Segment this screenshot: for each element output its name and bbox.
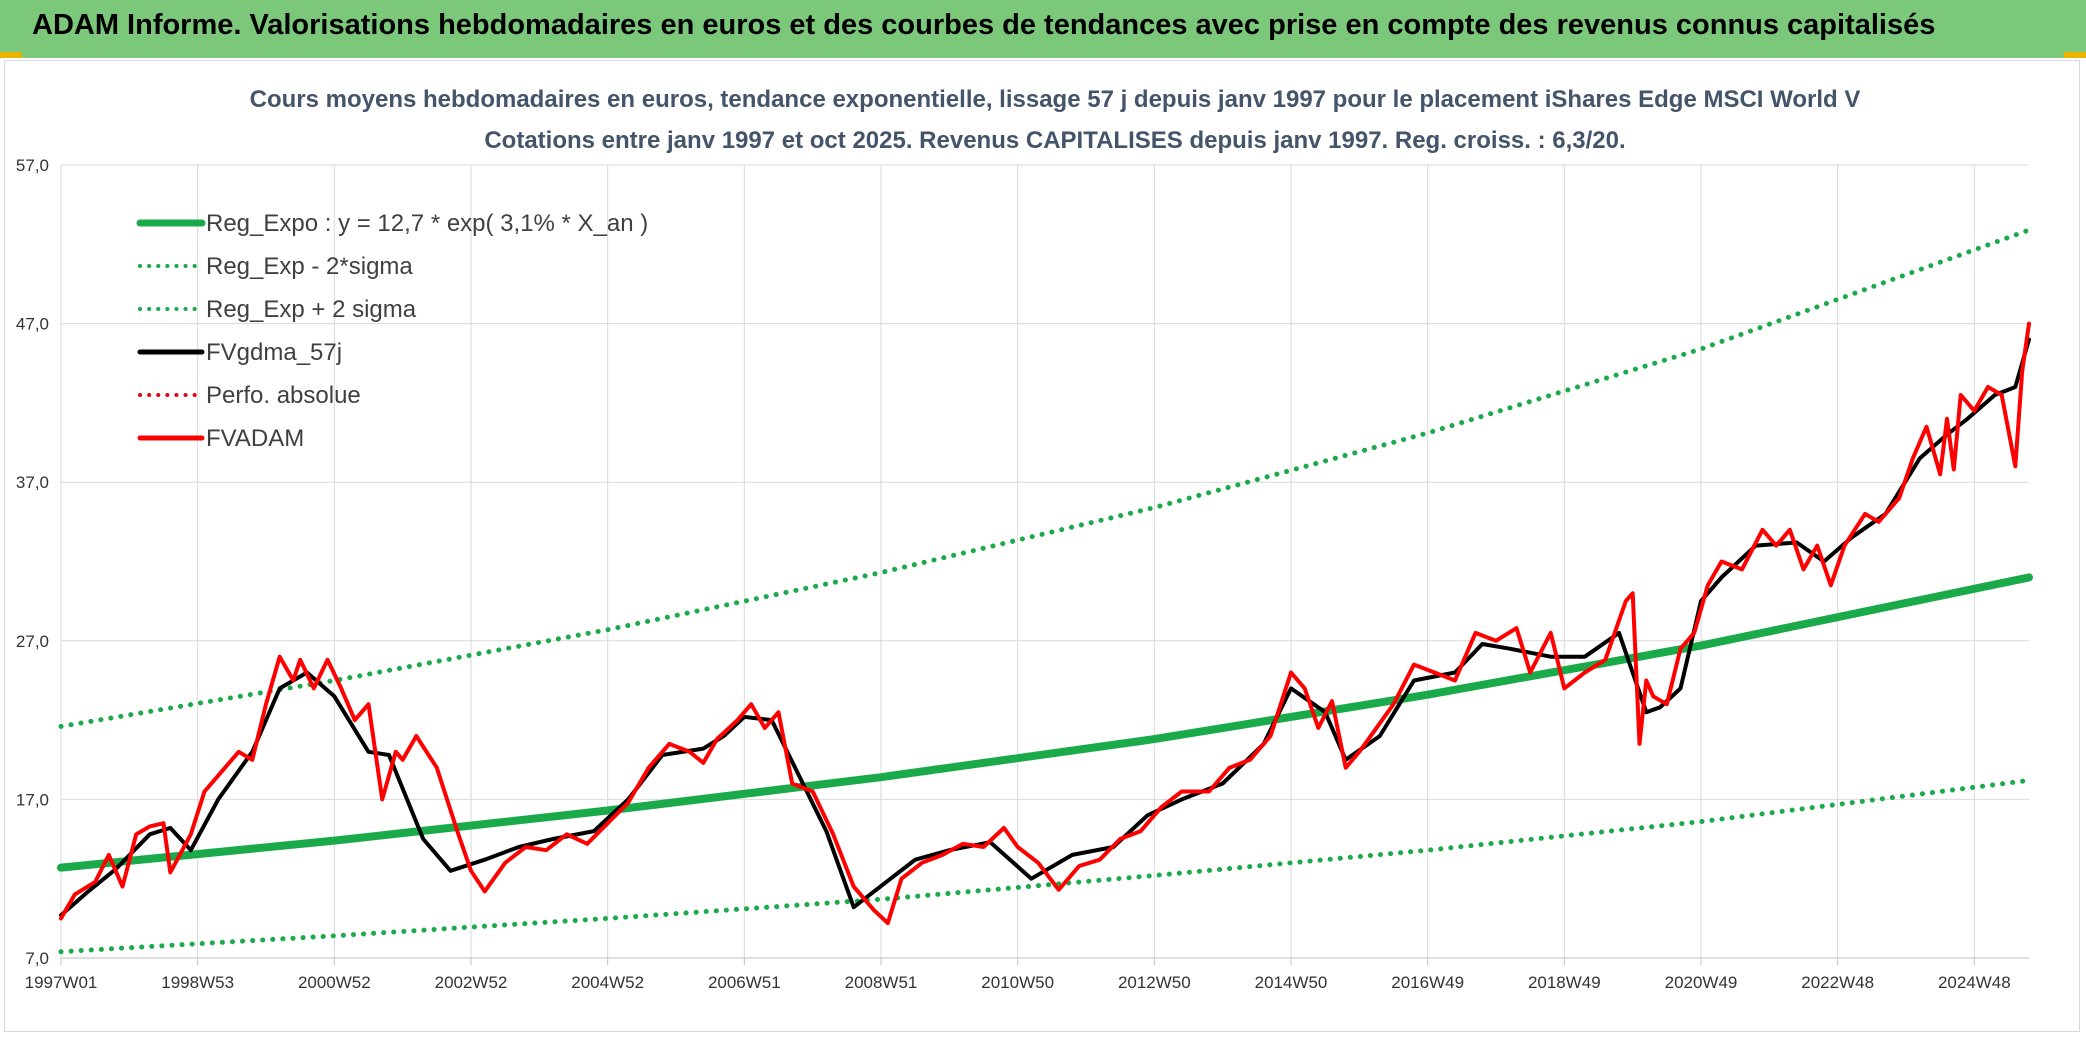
series-line-4	[59, 337, 2031, 918]
report-title: ADAM Informe. Valorisations hebdomadaire…	[32, 9, 1936, 41]
legend-label: FVgdma_57j	[206, 339, 342, 366]
x-tick-label: 2018W49	[1528, 973, 1601, 992]
y-tick-label: 57,0	[16, 156, 49, 175]
series-line-6	[59, 321, 2031, 926]
grid	[60, 164, 2029, 959]
line-chart: Cours moyens hebdomadaires en euros, ten…	[16, 86, 2033, 992]
x-axis: 1997W01 1998W53 2000W52 2002W52 2004W52 2006W…	[25, 957, 2029, 992]
chart-title: Cours moyens hebdomadaires en euros, ten…	[250, 86, 1861, 113]
legend-label: Reg_Expo : y = 12,7 * exp( 3,1% * X_an )	[206, 210, 648, 237]
legend: Reg_Expo : y = 12,7 * exp( 3,1% * X_an )…	[136, 210, 648, 452]
banner-corner-right	[2064, 52, 2086, 58]
y-tick-label: 17,0	[16, 790, 49, 809]
series-group	[57, 227, 2033, 955]
y-tick-label: 47,0	[16, 315, 49, 334]
y-axis: 7,0 17,0 27,0 37,0 47,0 57,0	[16, 156, 49, 968]
legend-label: Reg_Exp + 2 sigma	[206, 296, 417, 323]
legend-label: FVADAM	[206, 425, 304, 452]
report-banner: ADAM Informe. Valorisations hebdomadaire…	[0, 0, 2086, 58]
x-tick-label: 2008W51	[845, 973, 918, 992]
x-tick-label: 1998W53	[161, 973, 234, 992]
x-tick-label: 2022W48	[1801, 973, 1874, 992]
x-tick-label: 1997W01	[25, 973, 98, 992]
x-tick-label: 2020W49	[1665, 973, 1738, 992]
legend-label: Reg_Exp - 2*sigma	[206, 253, 413, 280]
banner-corner-left	[0, 52, 22, 58]
y-tick-label: 7,0	[25, 949, 49, 968]
series-line-2	[58, 777, 2032, 955]
x-tick-label: 2006W51	[708, 973, 781, 992]
y-tick-label: 37,0	[16, 473, 49, 492]
x-tick-label: 2000W52	[298, 973, 371, 992]
x-tick-label: 2014W50	[1255, 973, 1328, 992]
x-tick-label: 2024W48	[1938, 973, 2011, 992]
x-tick-label: 2002W52	[435, 973, 508, 992]
chart-frame: Cours moyens hebdomadaires en euros, ten…	[4, 60, 2080, 1032]
x-tick-label: 2012W50	[1118, 973, 1191, 992]
chart-subtitle: Cotations entre janv 1997 et oct 2025. R…	[484, 127, 1625, 154]
x-tick-label: 2016W49	[1391, 973, 1464, 992]
series-line-1	[57, 573, 2033, 872]
legend-label: Perfo. absolue	[206, 382, 361, 409]
x-tick-label: 2004W52	[571, 973, 644, 992]
x-tick-label: 2010W50	[981, 973, 1054, 992]
series-line-3	[58, 227, 2032, 729]
y-tick-label: 27,0	[16, 632, 49, 651]
